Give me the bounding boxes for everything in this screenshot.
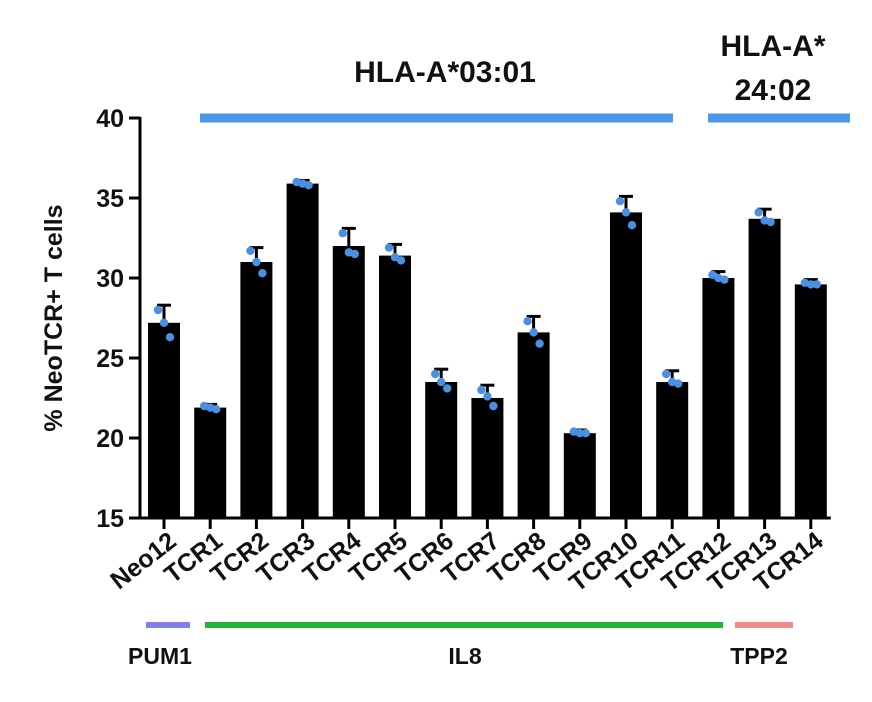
data-point (153, 305, 163, 315)
data-point (615, 197, 625, 206)
data-point (581, 429, 590, 438)
x-axis-ticks: Neo12TCR1TCR2TCR3TCR4TCR5TCR6TCR7TCR8TCR… (105, 518, 829, 597)
bar-tcr2 (240, 262, 273, 518)
y-axis-label: % NeoTCR+ T cells (40, 204, 68, 431)
data-point (165, 333, 175, 342)
data-point (258, 269, 267, 278)
bar-tcr7 (471, 398, 504, 518)
data-point (806, 280, 815, 289)
data-point (477, 385, 486, 395)
bar-tcr9 (563, 433, 596, 518)
data-point (674, 379, 683, 388)
data-point (662, 369, 671, 379)
bar-tcr10 (610, 212, 642, 518)
data-point (350, 249, 359, 259)
data-points (153, 177, 821, 438)
data-point (396, 256, 406, 265)
data-point (159, 318, 169, 327)
data-point (627, 221, 637, 230)
data-point (212, 405, 221, 414)
data-point (252, 257, 261, 267)
y-axis-ticks: 15 20 25 30 35 40 (96, 105, 140, 533)
data-point (754, 208, 763, 217)
bar-tcr5 (379, 255, 411, 518)
bar-tcr4 (332, 246, 365, 518)
bar-tcr11 (656, 382, 689, 518)
bar-tcr6 (425, 382, 458, 518)
y-tick-label: 15 (96, 505, 124, 533)
data-point (529, 328, 538, 337)
data-point (535, 339, 544, 348)
data-point (720, 275, 729, 284)
data-point (621, 208, 631, 217)
bottom-group-annotations: PUM1 IL8 TPP2 (128, 622, 793, 669)
y-tick-label: 30 (96, 265, 124, 293)
bar-neo12 (148, 322, 180, 518)
y-tick-label: 25 (96, 345, 124, 373)
group-label-top: HLA-A* (721, 30, 826, 63)
y-tick-label: 35 (96, 185, 124, 213)
bar-tcr12 (702, 278, 735, 518)
data-point (489, 401, 498, 411)
data-point (437, 377, 446, 387)
data-point (483, 392, 492, 401)
y-tick-label: 40 (96, 105, 124, 133)
group-label-bottom: PUM1 (128, 643, 192, 669)
data-point (766, 217, 775, 227)
top-group-annotations: HLA-A*03:01 HLA-A* 24:02 (200, 30, 850, 123)
bar-tcr14 (794, 284, 827, 518)
data-point (812, 280, 821, 289)
bar-tcr1 (194, 407, 227, 518)
data-point (431, 369, 440, 379)
data-point (304, 181, 313, 190)
bars (148, 183, 827, 519)
bar-tcr3 (286, 183, 319, 518)
bar-tcr13 (748, 218, 781, 519)
data-point (384, 243, 394, 252)
group-label-bottom: IL8 (448, 643, 481, 669)
data-point (246, 246, 255, 255)
data-point (523, 317, 532, 326)
group-label-top: HLA-A*03:01 (354, 56, 536, 89)
group-label-bottom: TPP2 (730, 643, 788, 669)
data-point (575, 429, 584, 438)
group-label-top: 24:02 (735, 74, 812, 107)
bar-tcr8 (517, 332, 550, 518)
data-point (338, 229, 347, 238)
y-tick-label: 20 (96, 425, 124, 453)
axes: 15 20 25 30 35 40 Neo12TCR1TCR2TCR3TCR4TCR5TC… (96, 105, 831, 597)
data-point (443, 384, 452, 393)
